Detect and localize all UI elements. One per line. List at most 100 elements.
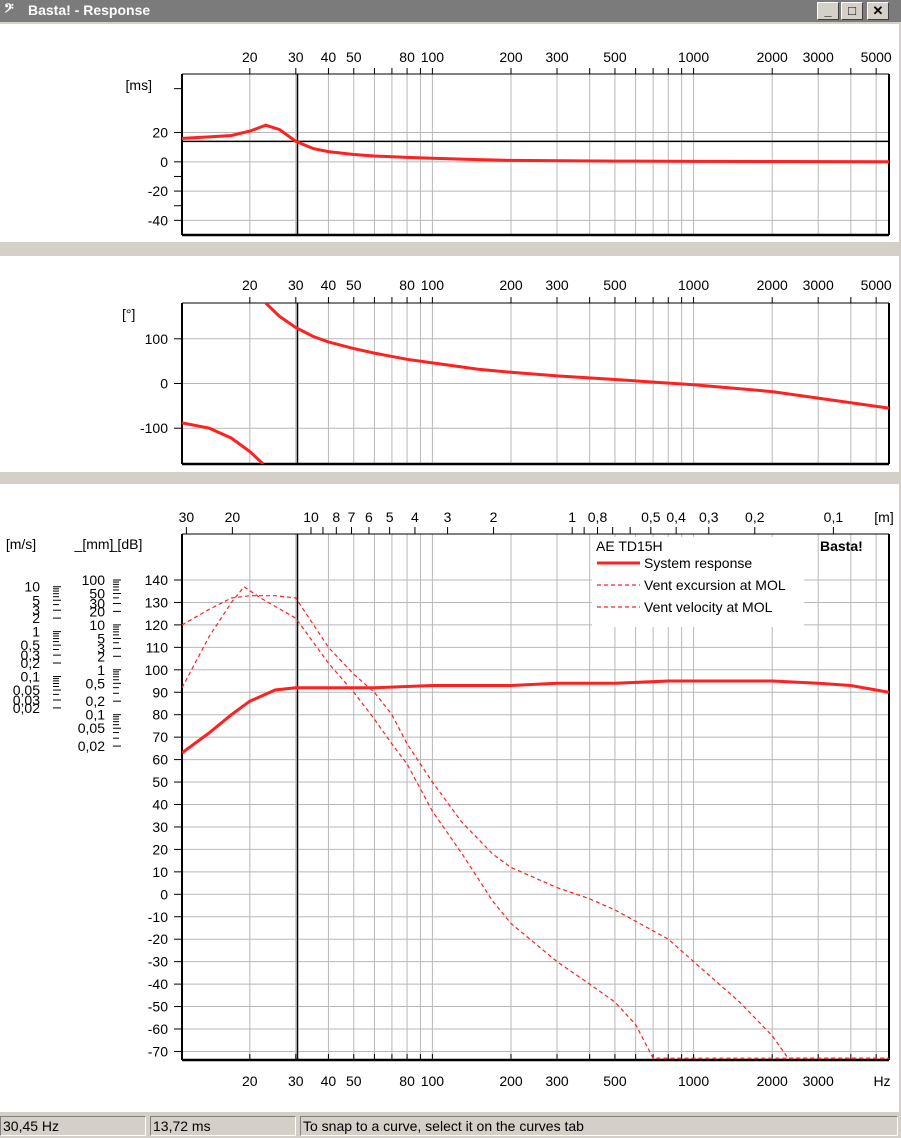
wavelength-tick-label: 5 [386, 509, 394, 525]
wavelength-tick-label: 0,8 [588, 509, 608, 525]
status-hint: To snap to a curve, select it on the cur… [300, 1116, 898, 1136]
panel-splitter[interactable] [0, 472, 901, 484]
db-tick-label: 140 [145, 572, 169, 588]
mm-tick-label: 50 [89, 586, 105, 602]
mm-tick-label: 10 [89, 617, 105, 633]
x-tick-label: 3000 [803, 277, 834, 293]
ms-tick-label: 0,1 [21, 669, 41, 685]
db-tick-label: 20 [152, 841, 168, 857]
wavelength-unit-label: [m] [874, 509, 893, 525]
phase-panel[interactable]: 100 0 -100 [°] 20 30 40 50 80 100 200 300 500 1000 200… [0, 256, 899, 472]
x-tick-label: 2000 [757, 277, 788, 293]
phase-curve [182, 421, 265, 464]
ms-tick-label: 0,5 [21, 637, 41, 653]
db-tick-label: -20 [148, 931, 168, 947]
x-tick-label: 200 [499, 1073, 523, 1089]
y-tick-label: 0 [160, 376, 168, 392]
y-tick-label: 0 [160, 154, 168, 170]
x-tick-label: 80 [399, 277, 415, 293]
ms-tick-label: 0,05 [13, 682, 40, 698]
x-tick-label: 80 [399, 49, 415, 65]
x-tick-label: 30 [288, 49, 304, 65]
y-tick-label: -40 [148, 212, 168, 228]
db-tick-label: -50 [148, 999, 168, 1015]
spl-chart[interactable]: 1401301201101009080706050403020100-10-20… [0, 484, 899, 1112]
db-axis-label: _[dB] [109, 536, 143, 552]
x-tick-label: 100 [421, 1073, 445, 1089]
x-tick-label: 20 [242, 1073, 258, 1089]
status-frequency: 30,45 Hz [0, 1116, 146, 1136]
db-tick-label: -30 [148, 954, 168, 970]
series-curve [182, 585, 889, 1059]
x-tick-label: 200 [499, 49, 523, 65]
y-tick-label: 100 [145, 331, 169, 347]
legend-title: AE TD15H [596, 538, 663, 554]
panel-splitter[interactable] [0, 242, 901, 256]
x-tick-label: 3000 [803, 49, 834, 65]
x-tick-label: 30 [288, 1073, 304, 1089]
ms-tick-label: 0,02 [13, 700, 40, 716]
x-tick-label: 30 [288, 277, 304, 293]
wavelength-tick-label: 1 [568, 509, 576, 525]
ms-tick-label: 5 [32, 592, 40, 608]
bass-clef-icon: 𝄢 [4, 1, 14, 19]
x-tick-label: 40 [321, 1073, 337, 1089]
ms-tick-label: 0,2 [21, 655, 41, 671]
mm-axis-label: _[mm] [74, 536, 114, 552]
wavelength-tick-label: 4 [411, 509, 419, 525]
x-tick-label: 100 [421, 49, 445, 65]
wavelength-tick-label: 10 [303, 509, 319, 525]
hz-unit-label: Hz [873, 1073, 890, 1089]
x-tick-label: 1000 [678, 49, 709, 65]
x-tick-label: 100 [421, 277, 445, 293]
db-tick-label: -10 [148, 909, 168, 925]
minimize-button[interactable]: _ [817, 2, 839, 20]
x-tick-label: 40 [321, 277, 337, 293]
db-tick-label: 10 [152, 864, 168, 880]
maximize-button[interactable]: □ [841, 2, 863, 20]
x-tick-label: 80 [399, 1073, 415, 1089]
db-tick-label: 80 [152, 707, 168, 723]
x-tick-label: 40 [321, 49, 337, 65]
ms-axis-label: [m/s] [6, 536, 36, 552]
legend-label: Vent velocity at MOL [644, 599, 773, 615]
mm-tick-label: 100 [82, 572, 106, 588]
wavelength-tick-label: 0,4 [666, 509, 686, 525]
ms-tick-label: 10 [24, 579, 40, 595]
series-curve [182, 595, 889, 1059]
x-tick-label: 300 [545, 49, 569, 65]
spl-panel[interactable]: 140 130 120 110 100 90 80 70 60 50 40 30 20 10 0 -10 -20… [0, 484, 899, 1112]
mm-tick-label: 3 [97, 640, 105, 656]
legend-label: System response [644, 555, 752, 571]
series-curve [182, 679, 889, 755]
ms-tick-label: 2 [32, 610, 40, 626]
wavelength-tick-label: 0,2 [745, 509, 765, 525]
close-button[interactable]: ✕ [867, 2, 889, 20]
x-tick-label: 2000 [757, 49, 788, 65]
group-delay-panel[interactable]: 20 0 -20 -40 [ms] 20 30 40 50 80 100 200 300 500 1000 2… [0, 24, 899, 242]
x-tick-label: 5000 [861, 49, 892, 65]
x-tick-label: 3000 [803, 1073, 834, 1089]
mm-tick-label: 0,02 [78, 738, 105, 754]
db-tick-label: 90 [152, 684, 168, 700]
db-tick-label: 30 [152, 819, 168, 835]
status-time: 13,72 ms [150, 1116, 296, 1136]
x-tick-label: 5000 [861, 277, 892, 293]
x-tick-label: 2000 [757, 1073, 788, 1089]
phase-chart[interactable]: 1000-100[°]20 30 40 50 80 100 200 300 500 1000 200… [0, 256, 899, 472]
db-tick-label: -60 [148, 1021, 168, 1037]
db-tick-label: 120 [145, 617, 169, 633]
group-delay-chart[interactable]: 200-20-40[ms]20 30 40 50 80 100 200 300 500 1000 2… [0, 24, 899, 242]
ms-tick-label: 0,3 [21, 647, 41, 663]
mm-tick-label: 0,2 [86, 693, 106, 709]
mm-tick-label: 0,05 [78, 720, 105, 736]
x-tick-label: 200 [499, 277, 523, 293]
db-tick-label: 130 [145, 594, 169, 610]
window-title: Basta! - Response [28, 2, 151, 18]
legend-box [592, 537, 804, 627]
db-tick-label: 110 [146, 639, 169, 655]
y-axis-label: [ms] [126, 77, 152, 93]
x-tick-label: 20 [242, 277, 258, 293]
window-title-bar[interactable]: 𝄢 Basta! - Response _ □ ✕ [0, 0, 901, 22]
db-tick-label: 40 [152, 797, 168, 813]
